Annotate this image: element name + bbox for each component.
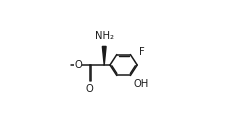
Text: O: O — [86, 84, 93, 94]
Text: NH₂: NH₂ — [95, 31, 114, 41]
Text: F: F — [139, 47, 145, 57]
Text: OH: OH — [133, 79, 148, 89]
Polygon shape — [102, 46, 106, 65]
Text: O: O — [74, 60, 82, 70]
